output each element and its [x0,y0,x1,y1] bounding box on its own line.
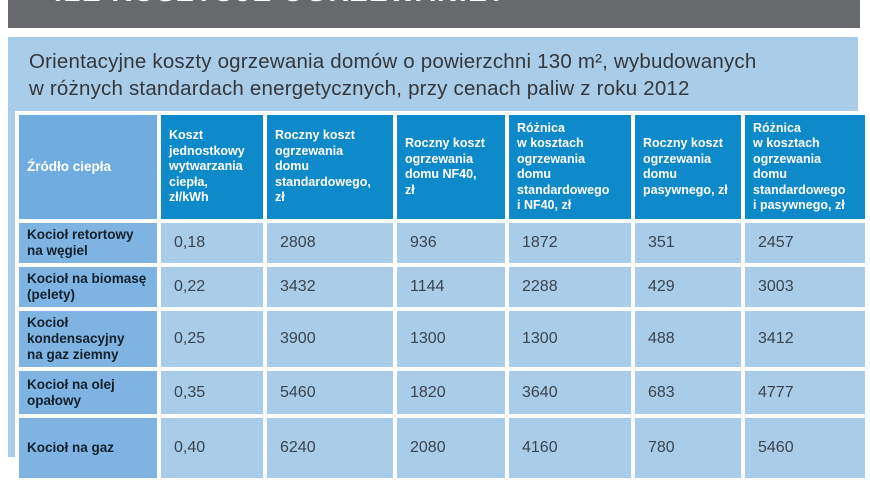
header-diff-standard-passive: Różnica w kosztach ogrzewania domu stand… [745,115,865,219]
header-heat-source: Źródło ciepła [19,115,157,219]
table-cell: 3900 [267,311,393,367]
table-cell: 780 [635,418,741,478]
table-cell: 1144 [397,267,505,307]
table-cell: 936 [397,223,505,263]
row-label: Kocioł na gaz [19,418,157,478]
table-cell: 4777 [745,371,865,414]
table-cell: 3003 [745,267,865,307]
table-cell: 6240 [267,418,393,478]
table-cell: 1300 [397,311,505,367]
table-cell: 2808 [267,223,393,263]
page-title: ILE KOSZTUJE OGRZEWANIE? [54,0,507,6]
heating-costs-table: Źródło ciepła Koszt jednostkowy wytwarza… [15,111,869,482]
table-cell: 1872 [509,223,631,263]
header-annual-cost-standard: Roczny koszt ogrzewania domu standardowe… [267,115,393,219]
table-cell: 5460 [745,418,865,478]
intro-text: Orientacyjne koszty ogrzewania domów o p… [8,37,858,102]
title-banner: ILE KOSZTUJE OGRZEWANIE? [8,0,860,28]
header-diff-standard-nf40: Różnica w kosztach ogrzewania domu stand… [509,115,631,219]
table-cell: 0,35 [161,371,263,414]
table-row: Kocioł na gaz 0,40 6240 2080 4160 780 54… [19,418,865,478]
header-row: Źródło ciepła Koszt jednostkowy wytwarza… [19,115,865,219]
table-cell: 0,40 [161,418,263,478]
header-annual-cost-nf40: Roczny koszt ogrzewania domu NF40, zł [397,115,505,219]
table-cell: 351 [635,223,741,263]
table-cell: 3432 [267,267,393,307]
table-cell: 1300 [509,311,631,367]
header-annual-cost-passive: Roczny koszt ogrzewania domu pasywnego, … [635,115,741,219]
row-label: Kocioł na olej opałowy [19,371,157,414]
table-cell: 2080 [397,418,505,478]
table-cell: 3640 [509,371,631,414]
table-row: Kocioł na biomasę (pelety) 0,22 3432 114… [19,267,865,307]
table-cell: 683 [635,371,741,414]
header-unit-cost: Koszt jednostkowy wytwarzania ciepła, zł… [161,115,263,219]
table-cell: 5460 [267,371,393,414]
table-row: Kocioł kondensacyjny na gaz ziemny 0,25 … [19,311,865,367]
table-cell: 488 [635,311,741,367]
intro-line-2: w różnych standardach energetycznych, pr… [29,77,690,100]
table-cell: 0,22 [161,267,263,307]
table-cell: 3412 [745,311,865,367]
intro-line-1: Orientacyjne koszty ogrzewania domów o p… [29,50,757,73]
table-row: Kocioł na olej opałowy 0,35 5460 1820 36… [19,371,865,414]
row-label: Kocioł kondensacyjny na gaz ziemny [19,311,157,367]
table-cell: 429 [635,267,741,307]
table-cell: 0,25 [161,311,263,367]
row-label: Kocioł retortowy na węgiel [19,223,157,263]
table-cell: 4160 [509,418,631,478]
row-label: Kocioł na biomasę (pelety) [19,267,157,307]
table-cell: 0,18 [161,223,263,263]
table-cell: 1820 [397,371,505,414]
table-row: Kocioł retortowy na węgiel 0,18 2808 936… [19,223,865,263]
table-cell: 2288 [509,267,631,307]
content-panel: Orientacyjne koszty ogrzewania domów o p… [8,37,869,482]
table-cell: 2457 [745,223,865,263]
